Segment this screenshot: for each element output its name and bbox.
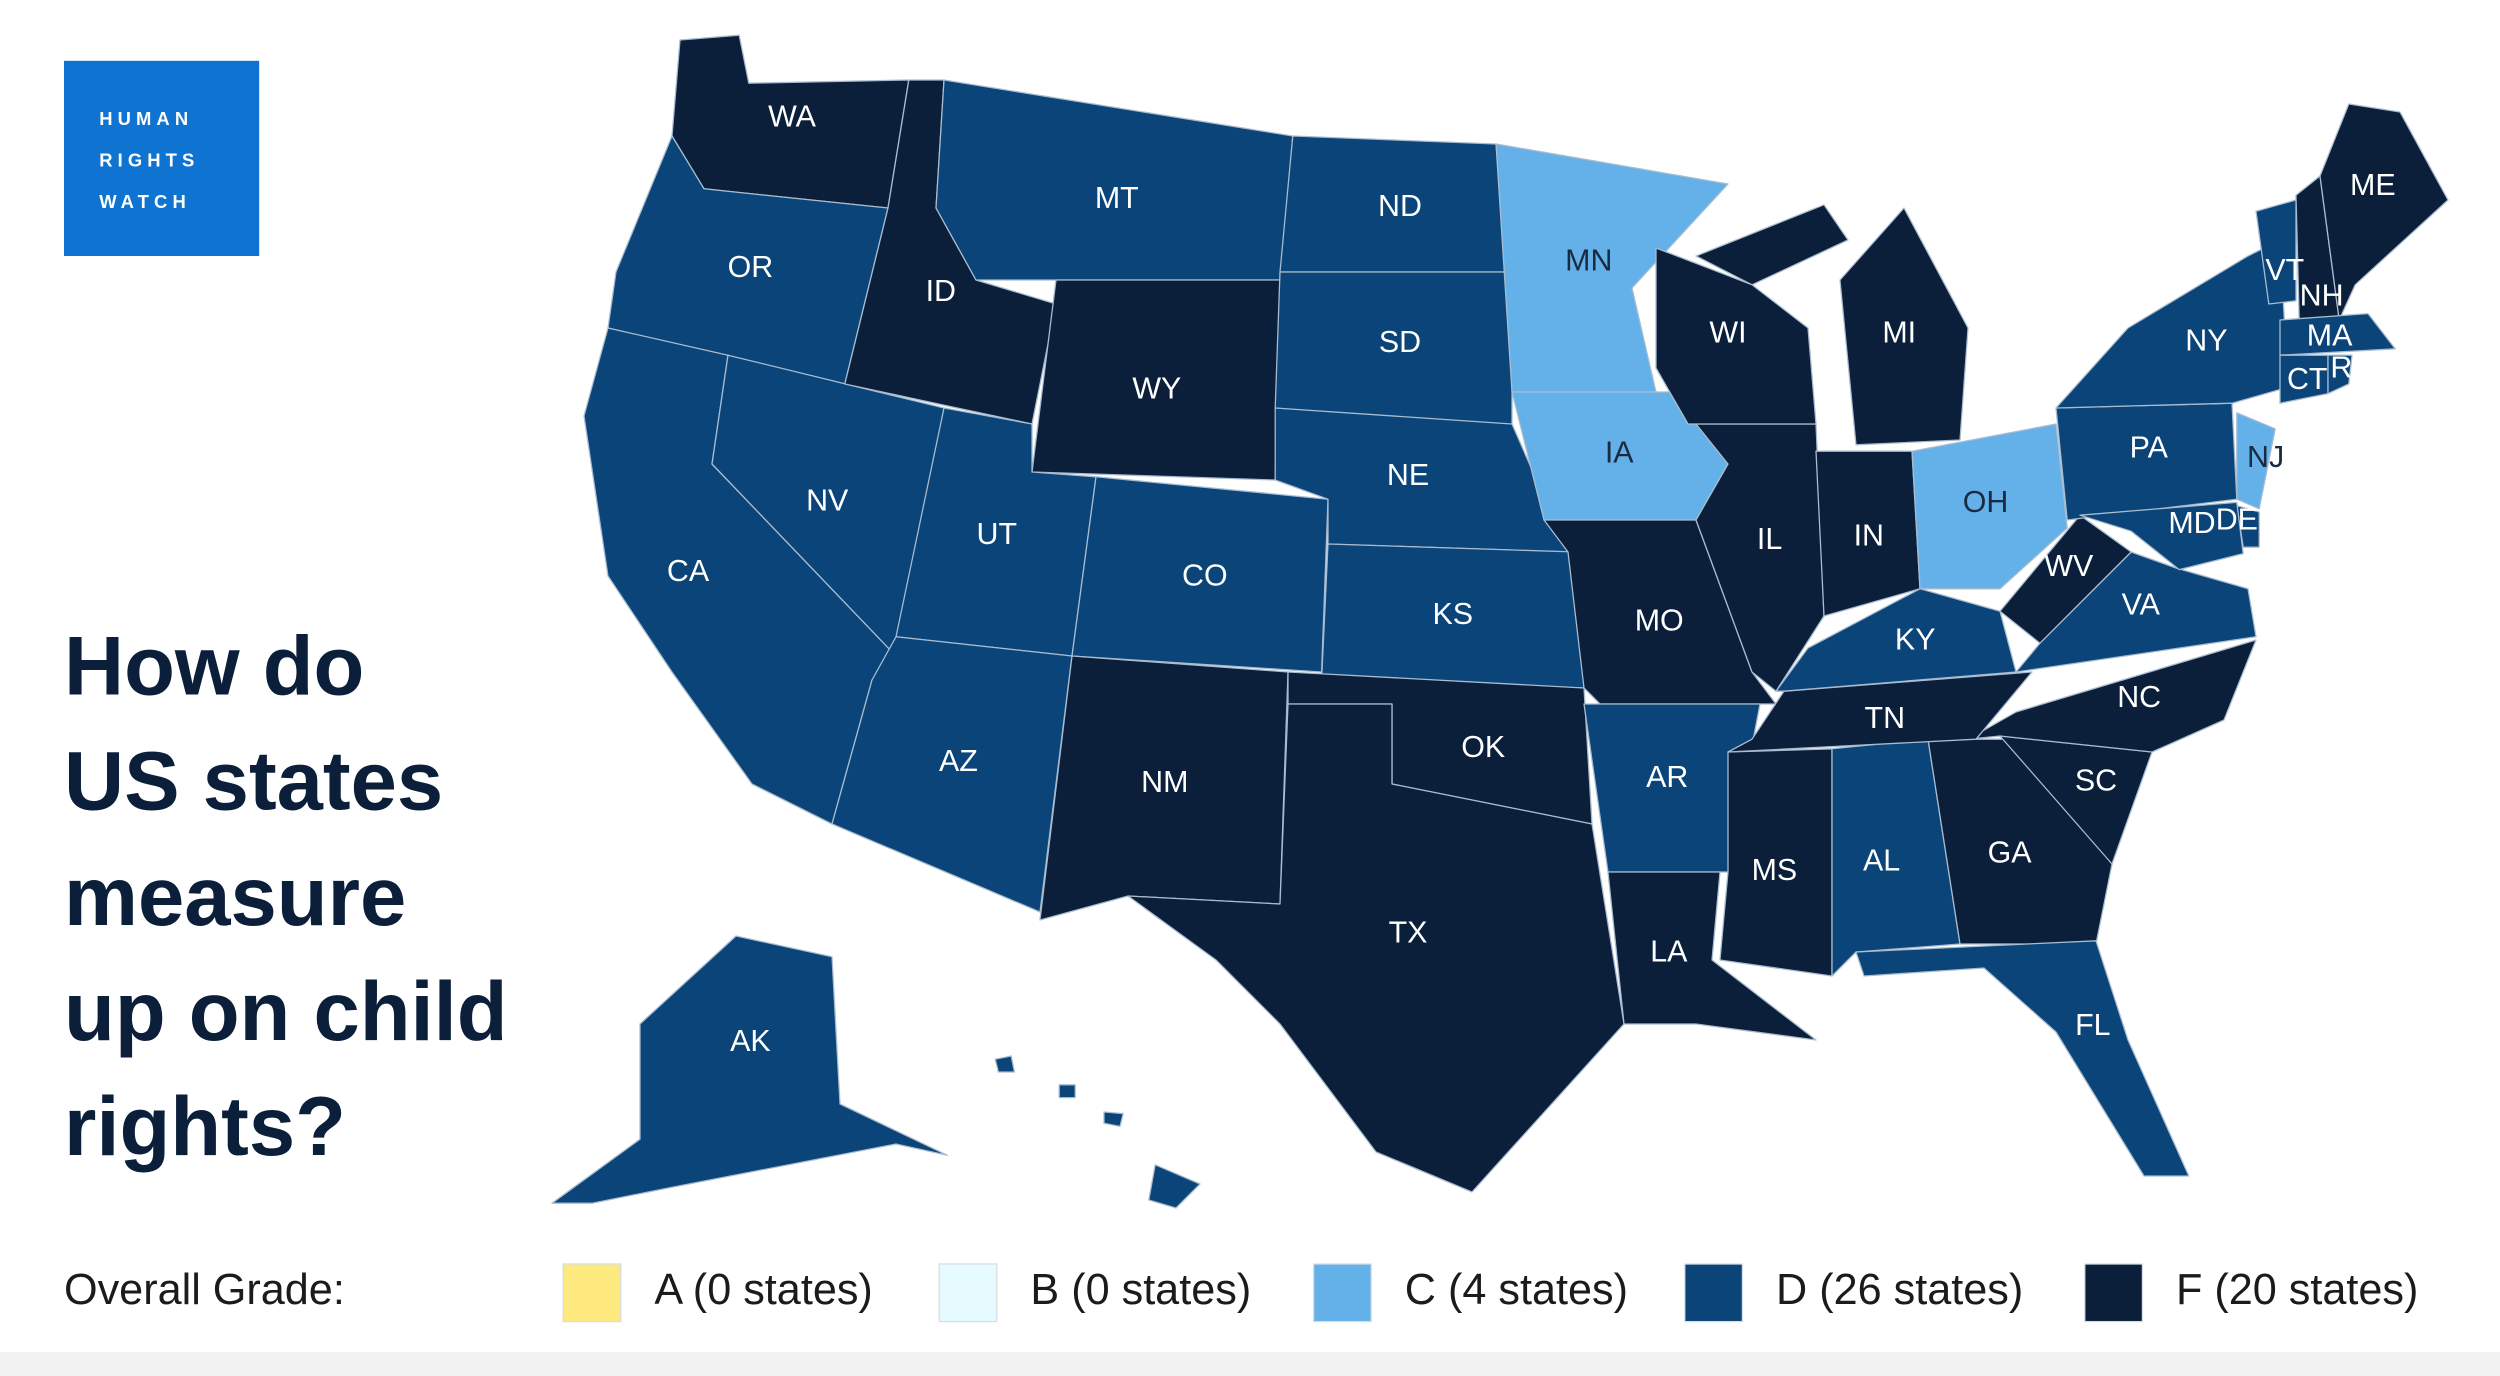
state-label: FL [2075, 1008, 2110, 1042]
legend-swatch [2084, 1263, 2144, 1323]
state-label: WA [768, 99, 817, 133]
state-label: OH [1963, 485, 2009, 519]
state-label: SD [1379, 325, 1421, 359]
logo-text: WATCH [99, 191, 191, 212]
state-label: IL [1757, 522, 1782, 556]
state-label: NM [1141, 765, 1188, 799]
state-shape [1927, 738, 2113, 945]
state-shape [1607, 871, 1817, 1041]
state-shape [2015, 551, 2257, 673]
title-line: rights? [64, 1080, 346, 1173]
title-line: measure [64, 850, 406, 943]
legend: A (0 states) B (0 states) C (4 states) D (2… [562, 1263, 2418, 1323]
state-label: GA [1988, 835, 2033, 869]
state-label: CA [667, 554, 710, 588]
state-label: NV [806, 483, 849, 517]
title-line: How do [64, 619, 364, 712]
state-shape [1911, 423, 2068, 590]
state-label: ME [2350, 168, 2396, 202]
state-shape [935, 79, 1294, 281]
state-shape [994, 1055, 1201, 1209]
legend-label: D (26 states) [1776, 1266, 2023, 1314]
state-label: LA [1650, 935, 1688, 969]
state-label: MO [1635, 603, 1684, 637]
state-label: AL [1863, 843, 1900, 877]
legend-swatch [938, 1263, 998, 1323]
state-label: AZ [939, 744, 978, 778]
state-label: ID [926, 274, 956, 308]
state-label: MT [1095, 181, 1139, 215]
title-line: up on child [64, 965, 508, 1058]
state-label: MA [2307, 319, 2353, 353]
state-label: NJ [2247, 440, 2284, 474]
state-shape [1719, 748, 1833, 977]
state-label: VA [2122, 587, 2161, 621]
state-label: IN [1854, 519, 1884, 553]
state-shape [2279, 312, 2396, 356]
state-label: CT [2287, 362, 2328, 396]
bottom-strip [0, 1352, 2500, 1376]
state-label: PA [2130, 431, 2169, 465]
state-label: OK [1461, 730, 1505, 764]
state-label: KY [1895, 623, 1936, 657]
state-shape [1655, 247, 1817, 425]
state-label: CO [1182, 559, 1228, 593]
state-label: DE [2216, 503, 2258, 537]
state-shape [2327, 354, 2353, 395]
state-label: VT [2265, 253, 2304, 287]
state-shape [1967, 639, 2257, 753]
state-label: MS [1752, 853, 1798, 887]
states [551, 34, 2449, 1209]
state-label: RI [2330, 351, 2360, 385]
state-label: OR [728, 250, 774, 284]
state-label: WV [2044, 549, 2094, 583]
legend-title: Overall Grade: [64, 1266, 345, 1314]
state-label: MD [2168, 506, 2215, 540]
state-labels: WA OR CA NV ID MT WY UT AZ CO NM ND SD NE KS OK TX M… [667, 99, 2396, 1170]
logo-text: HUMAN [99, 108, 193, 129]
state-shape [2255, 199, 2297, 305]
state-label: TX [1389, 915, 1428, 949]
legend-swatch [1684, 1263, 1744, 1323]
state-label: AK [730, 1024, 771, 1058]
state-shape [1727, 671, 2033, 753]
state-label: ND [1378, 189, 1422, 223]
state-shape [1495, 143, 1729, 393]
state-label: NE [1387, 458, 1429, 492]
logo-box [64, 60, 260, 256]
state-label: AR [1646, 760, 1688, 794]
state-shape [1855, 940, 2190, 1177]
state-label: NC [2117, 680, 2161, 714]
state-shape [2079, 501, 2244, 571]
state-shape [831, 636, 1073, 913]
state-label: WI [1709, 315, 1746, 349]
state-label: SC [2075, 763, 2117, 797]
legend-label: F (20 states) [2176, 1266, 2418, 1314]
state-label: UT [977, 517, 1018, 551]
legend-label: B (0 states) [1030, 1266, 1251, 1314]
state-label: MN [1565, 243, 1612, 277]
state-label: KS [1433, 597, 1474, 631]
state-label: WY [1132, 371, 1181, 405]
logo-text: RIGHTS [99, 149, 199, 170]
title-line: US states [64, 735, 443, 828]
legend-label: C (4 states) [1405, 1266, 1628, 1314]
state-label: NH [2300, 279, 2344, 313]
legend-label: A (0 states) [654, 1266, 872, 1314]
legend-swatch [1312, 1263, 1372, 1323]
state-shape [2236, 412, 2276, 510]
state-shape [551, 935, 948, 1204]
state-label: IA [1605, 435, 1634, 469]
state-label: TN [1865, 701, 1906, 735]
state-shape [1127, 703, 1625, 1193]
state-label: NY [2185, 323, 2227, 357]
state-label: HI [1119, 1136, 1149, 1170]
legend-swatch [562, 1263, 622, 1323]
state-shape [1695, 204, 1969, 446]
state-label: MI [1882, 315, 1916, 349]
state-shape [2055, 239, 2289, 409]
